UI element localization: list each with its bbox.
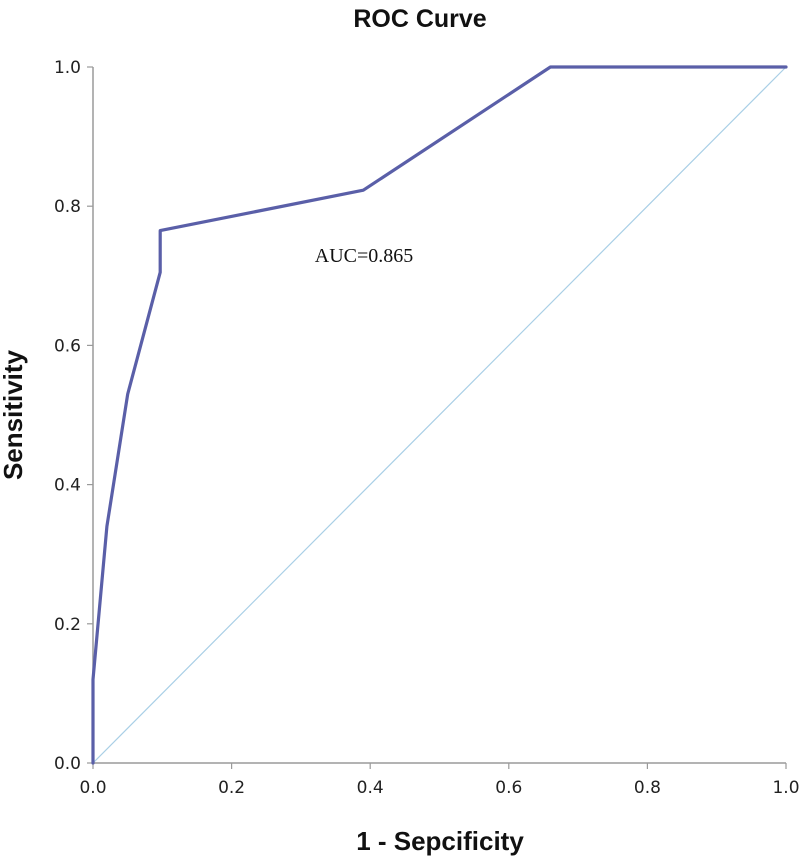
x-tick-label: 0.6: [495, 778, 522, 798]
x-tick-label: 1.0: [772, 778, 799, 798]
x-tick-label: 0.2: [218, 778, 245, 798]
plot-area: 0.0 0.2 0.4 0.6 0.8 1.0 0.0 0.2 0.4 0.6 0.8 1.0 AUC=…: [54, 58, 800, 798]
reference-diagonal-line: [92, 66, 787, 764]
y-tick-label: 0.6: [54, 336, 81, 356]
auc-annotation: AUC=0.865: [315, 245, 414, 267]
x-axis-title: 1 - Sepcificity: [356, 826, 524, 856]
x-tick-label: 0.8: [634, 778, 661, 798]
y-tick-label: 1.0: [54, 58, 81, 78]
y-tick-label: 0.8: [54, 197, 81, 217]
roc-curve-line: [91, 65, 788, 765]
y-axis-title: Sensitivity: [0, 349, 28, 480]
x-tick-label: 0.4: [357, 778, 384, 798]
y-tick-label: 0.2: [54, 615, 81, 635]
y-tick-label: 0.0: [54, 754, 81, 774]
chart-title: ROC Curve: [353, 5, 486, 33]
x-tick-label: 0.0: [79, 778, 106, 798]
y-tick-label: 0.4: [54, 476, 81, 496]
